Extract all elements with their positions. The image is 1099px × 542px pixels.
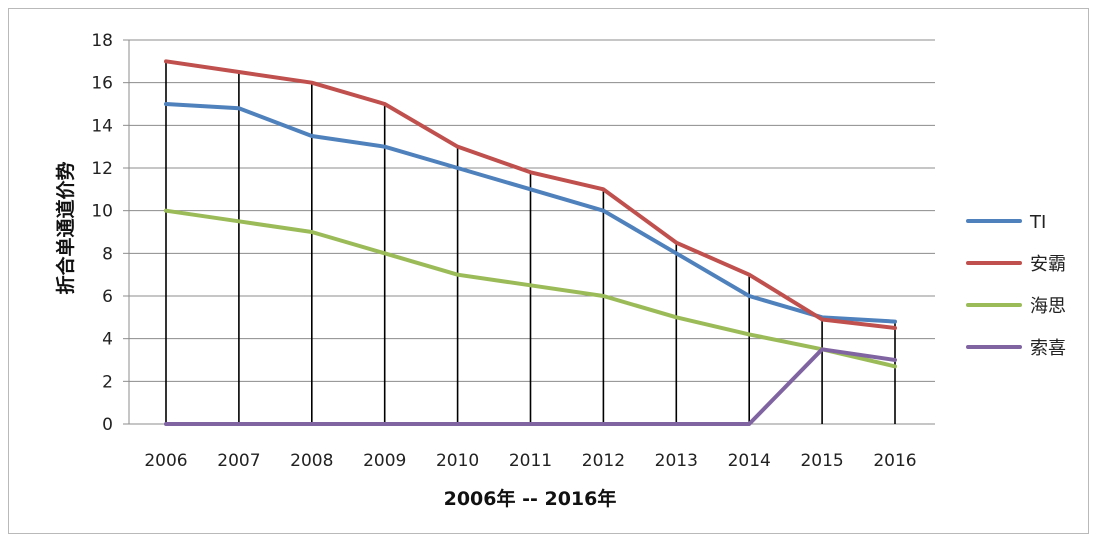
x-tick-label: 2009: [363, 451, 406, 471]
data-point-s0-2013: [674, 251, 678, 255]
y-tick-labels: 0 2 4 6 8 10 12 14 16 18: [91, 31, 113, 435]
legend-label-2: 海思: [1030, 296, 1066, 317]
data-point-s3-2011: [528, 422, 533, 426]
data-point-s2-2016: [893, 364, 897, 368]
data-point-s3-2013: [674, 422, 678, 426]
data-point-s1-2008: [310, 81, 314, 85]
x-axis-title: 2006年 -- 2016年: [444, 487, 617, 510]
y-axis-title: 折合单通道价势: [54, 161, 77, 294]
x-tick-label: 2014: [728, 451, 771, 471]
data-point-s3-2009: [383, 422, 387, 426]
data-point-s1-2009: [383, 102, 387, 106]
data-point-s2-2013: [674, 315, 678, 319]
data-point-s3-2015: [820, 347, 824, 351]
x-tick-label: 2006: [144, 451, 187, 471]
data-point-s3-2008: [310, 422, 314, 426]
data-point-s2-2009: [383, 251, 387, 255]
x-tick-label: 2016: [873, 451, 916, 471]
data-point-s3-2012: [601, 422, 606, 426]
x-tick-label: 2007: [217, 451, 260, 471]
data-point-s1-2015: [820, 317, 824, 322]
gridlines: [129, 39, 935, 425]
y-tick-label: 0: [102, 415, 113, 435]
data-point-s2-2008: [310, 230, 314, 234]
data-point-s0-2010: [456, 166, 460, 170]
y-tick-label: 8: [102, 244, 113, 264]
data-series: [164, 59, 897, 426]
data-point-s0-2007: [237, 106, 241, 110]
x-tick-label: 2010: [436, 451, 479, 471]
data-point-s1-2006: [164, 59, 168, 63]
x-tick-label: 2012: [582, 451, 625, 471]
y-tick-label: 14: [91, 116, 113, 136]
y-tick-label: 6: [102, 287, 113, 307]
y-tick-label: 10: [91, 202, 113, 222]
vertical-drop-lines: [165, 61, 896, 424]
legend-label-3: 索喜: [1030, 338, 1066, 359]
y-tick-label: 2: [102, 372, 113, 392]
data-point-s0-2009: [383, 145, 387, 149]
data-point-s1-2011: [528, 170, 533, 174]
legend-label-1: 安霸: [1030, 254, 1066, 275]
data-point-s1-2013: [674, 241, 678, 245]
data-point-s2-2007: [237, 219, 241, 223]
data-point-s0-2006: [164, 102, 168, 106]
data-point-s0-2014: [747, 294, 751, 298]
data-point-s0-2011: [528, 187, 533, 191]
x-tick-labels: 2006 2007 2008 2009 2010 2011 2012 2013 2014 2015…: [144, 451, 916, 471]
y-tick-label: 4: [102, 330, 113, 350]
legend-label-0: TI: [1029, 212, 1046, 233]
data-point-s3-2016: [893, 358, 897, 362]
data-point-s1-2012: [601, 187, 606, 191]
data-point-s2-2006: [164, 209, 168, 213]
chart-frame: [8, 8, 1089, 534]
data-point-s3-2014: [747, 422, 751, 426]
data-point-s0-2008: [310, 134, 314, 138]
data-point-s2-2010: [456, 273, 460, 277]
x-tick-label: 2011: [509, 451, 552, 471]
data-point-s2-2014: [747, 332, 751, 336]
data-point-s1-2016: [893, 326, 897, 330]
y-tick-label: 18: [91, 31, 113, 51]
data-point-s2-2012: [601, 294, 606, 298]
y-tick-label: 16: [91, 74, 113, 94]
data-point-s0-2016: [893, 320, 897, 324]
x-tick-label: 2008: [290, 451, 333, 471]
x-tick-label: 2015: [800, 451, 843, 471]
data-point-s2-2011: [528, 283, 533, 287]
data-point-s3-2007: [237, 422, 241, 426]
data-point-s3-2006: [164, 422, 168, 426]
data-point-s3-2010: [456, 422, 460, 426]
data-point-s1-2014: [747, 273, 751, 277]
data-point-s1-2007: [237, 70, 241, 74]
data-point-s0-2012: [601, 209, 606, 213]
x-tick-label: 2013: [655, 451, 698, 471]
data-point-s1-2010: [456, 145, 460, 149]
axes: [123, 39, 130, 425]
y-tick-label: 12: [91, 159, 113, 179]
